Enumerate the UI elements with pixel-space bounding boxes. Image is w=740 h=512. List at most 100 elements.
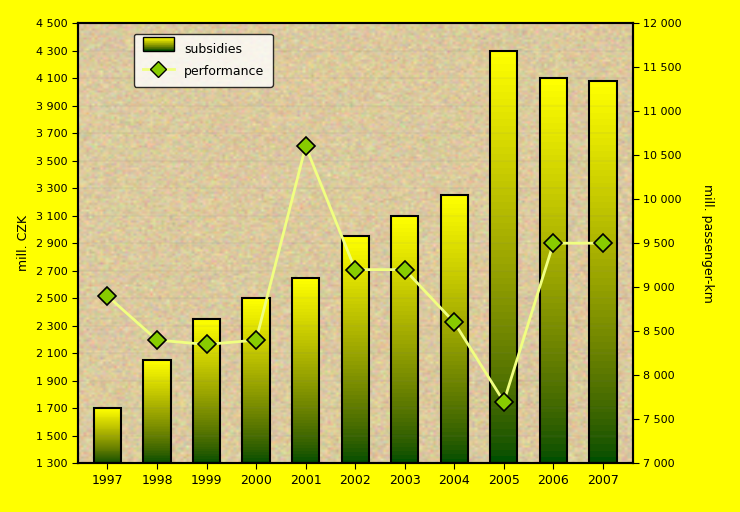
- Bar: [144, 448, 171, 450]
- Bar: [342, 429, 369, 433]
- Bar: [391, 360, 418, 365]
- Bar: [144, 366, 171, 367]
- Bar: [441, 334, 468, 338]
- Bar: [490, 312, 517, 319]
- Bar: [243, 370, 269, 373]
- Bar: [589, 323, 616, 330]
- Bar: [539, 213, 567, 219]
- Bar: [589, 157, 616, 164]
- Bar: [441, 213, 468, 218]
- Bar: [342, 312, 369, 316]
- Bar: [539, 360, 567, 367]
- Bar: [490, 113, 517, 119]
- Bar: [292, 290, 319, 293]
- Bar: [342, 444, 369, 448]
- Bar: [391, 228, 418, 232]
- Bar: [441, 450, 468, 455]
- Bar: [144, 367, 171, 369]
- Bar: [292, 380, 319, 383]
- Bar: [292, 429, 319, 433]
- Bar: [144, 412, 171, 414]
- Bar: [193, 446, 221, 449]
- Bar: [490, 353, 517, 360]
- Bar: [193, 331, 221, 333]
- Bar: [94, 434, 121, 435]
- Bar: [292, 426, 319, 429]
- Bar: [144, 376, 171, 377]
- Bar: [243, 342, 269, 345]
- Bar: [243, 397, 269, 400]
- Bar: [243, 425, 269, 428]
- Bar: [589, 189, 616, 196]
- Bar: [490, 291, 517, 298]
- Bar: [243, 387, 269, 389]
- Bar: [193, 411, 221, 413]
- Bar: [193, 396, 221, 398]
- Bar: [490, 167, 517, 175]
- Bar: [391, 311, 418, 315]
- Bar: [589, 451, 616, 457]
- Bar: [342, 411, 369, 414]
- Bar: [391, 269, 418, 273]
- Bar: [243, 334, 269, 337]
- Bar: [342, 437, 369, 441]
- Bar: [292, 321, 319, 324]
- Bar: [243, 428, 269, 430]
- Bar: [193, 430, 221, 432]
- Bar: [441, 218, 468, 222]
- Bar: [441, 253, 468, 258]
- Bar: [539, 155, 567, 162]
- Bar: [193, 389, 221, 391]
- Bar: [490, 367, 517, 374]
- Bar: [94, 445, 121, 446]
- Bar: [292, 284, 319, 287]
- Bar: [94, 429, 121, 430]
- Bar: [342, 392, 369, 395]
- Bar: [94, 430, 121, 431]
- Bar: [94, 435, 121, 436]
- Bar: [490, 443, 517, 450]
- Bar: [391, 426, 418, 430]
- Bar: [243, 383, 269, 386]
- Bar: [94, 414, 121, 415]
- Bar: [342, 335, 369, 338]
- Bar: [441, 356, 468, 360]
- Bar: [391, 265, 418, 269]
- Bar: [589, 113, 616, 119]
- Bar: [589, 106, 616, 113]
- Bar: [94, 460, 121, 461]
- Bar: [391, 385, 418, 389]
- Bar: [243, 436, 269, 439]
- Bar: [441, 267, 468, 271]
- Bar: [292, 368, 319, 371]
- Bar: [243, 439, 269, 441]
- Bar: [441, 222, 468, 226]
- Bar: [193, 403, 221, 406]
- Bar: [243, 304, 269, 307]
- Bar: [539, 91, 567, 97]
- Bar: [441, 200, 468, 204]
- Bar: [193, 379, 221, 381]
- Bar: [490, 140, 517, 147]
- Bar: [589, 202, 616, 208]
- Bar: [589, 87, 616, 94]
- Bar: [490, 119, 517, 126]
- Bar: [342, 342, 369, 346]
- Bar: [539, 444, 567, 451]
- Bar: [243, 430, 269, 433]
- Bar: [490, 381, 517, 388]
- Bar: [589, 215, 616, 221]
- Bar: [292, 392, 319, 395]
- Bar: [94, 438, 121, 439]
- Bar: [243, 461, 269, 463]
- Bar: [490, 422, 517, 429]
- Bar: [391, 455, 418, 459]
- Bar: [94, 450, 121, 451]
- Bar: [441, 244, 468, 249]
- Bar: [94, 446, 121, 447]
- Bar: [391, 290, 418, 294]
- Bar: [292, 346, 319, 349]
- Bar: [243, 361, 269, 365]
- Bar: [94, 441, 121, 442]
- Bar: [193, 439, 221, 442]
